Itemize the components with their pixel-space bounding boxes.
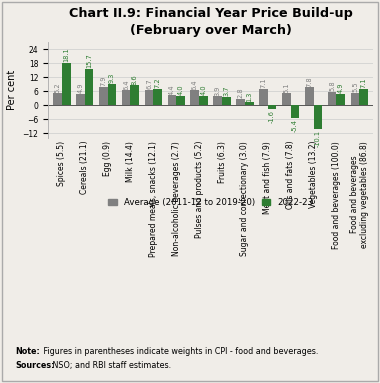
Text: 7.9: 7.9 bbox=[100, 76, 106, 86]
Bar bbox=[85, 69, 93, 105]
Text: 6.7: 6.7 bbox=[146, 79, 152, 89]
Bar bbox=[236, 99, 245, 105]
Text: 5.5: 5.5 bbox=[352, 81, 358, 92]
Bar bbox=[190, 90, 199, 105]
Bar bbox=[359, 89, 368, 105]
Bar bbox=[122, 90, 130, 105]
Text: Note:: Note: bbox=[15, 347, 40, 356]
Y-axis label: Per cent: Per cent bbox=[7, 70, 17, 110]
Bar bbox=[199, 96, 208, 105]
Bar bbox=[145, 90, 154, 105]
Bar bbox=[314, 105, 322, 129]
Bar bbox=[154, 88, 162, 105]
Text: 1.3: 1.3 bbox=[246, 92, 252, 102]
Text: 3.7: 3.7 bbox=[223, 86, 230, 96]
Title: Chart II.9: Financial Year Price Build-up
(February over March): Chart II.9: Financial Year Price Build-u… bbox=[69, 7, 353, 37]
Text: Sources:: Sources: bbox=[15, 362, 55, 370]
Text: NSO; and RBI staff estimates.: NSO; and RBI staff estimates. bbox=[50, 362, 171, 370]
Text: 7.1: 7.1 bbox=[361, 78, 367, 88]
Text: 4.0: 4.0 bbox=[177, 85, 184, 95]
Bar bbox=[328, 92, 336, 105]
Text: 4.4: 4.4 bbox=[169, 84, 175, 95]
Bar bbox=[62, 63, 71, 105]
Text: 6.4: 6.4 bbox=[192, 79, 198, 90]
Bar bbox=[130, 85, 139, 105]
Text: 6.4: 6.4 bbox=[123, 79, 129, 90]
Bar bbox=[268, 105, 277, 109]
Bar bbox=[213, 96, 222, 105]
Bar bbox=[291, 105, 299, 118]
Bar bbox=[53, 93, 62, 105]
Bar bbox=[176, 96, 185, 105]
Bar bbox=[336, 94, 345, 105]
Text: -1.6: -1.6 bbox=[269, 110, 275, 123]
Text: -10.1: -10.1 bbox=[315, 129, 321, 147]
Bar bbox=[108, 83, 116, 105]
Text: 2.8: 2.8 bbox=[238, 88, 244, 98]
Text: 4.9: 4.9 bbox=[78, 83, 83, 93]
Bar bbox=[351, 93, 359, 105]
Bar bbox=[282, 93, 291, 105]
Bar bbox=[305, 87, 313, 105]
Legend: Average (2011-12 to 2019-20), 2022-23: Average (2011-12 to 2019-20), 2022-23 bbox=[108, 198, 313, 207]
Bar bbox=[245, 102, 253, 105]
Bar bbox=[168, 95, 176, 105]
Text: 5.2: 5.2 bbox=[54, 82, 60, 93]
Text: 8.6: 8.6 bbox=[132, 74, 138, 85]
Bar bbox=[76, 94, 85, 105]
Text: 9.3: 9.3 bbox=[109, 73, 115, 83]
Text: 4.9: 4.9 bbox=[338, 83, 344, 93]
Text: 5.1: 5.1 bbox=[283, 82, 289, 93]
Text: 3.9: 3.9 bbox=[215, 85, 221, 96]
Text: 15.7: 15.7 bbox=[86, 53, 92, 68]
Bar bbox=[99, 87, 108, 105]
Text: 4.0: 4.0 bbox=[201, 85, 206, 95]
Text: 7.1: 7.1 bbox=[260, 78, 266, 88]
Bar bbox=[259, 89, 268, 105]
Text: Figures in parentheses indicate weights in CPI - food and beverages.: Figures in parentheses indicate weights … bbox=[41, 347, 318, 356]
Text: -5.4: -5.4 bbox=[292, 119, 298, 132]
Bar bbox=[222, 97, 231, 105]
Text: 7.2: 7.2 bbox=[155, 77, 161, 88]
Text: 7.8: 7.8 bbox=[306, 76, 312, 87]
Text: 18.1: 18.1 bbox=[63, 48, 69, 62]
Text: 5.8: 5.8 bbox=[329, 80, 335, 91]
